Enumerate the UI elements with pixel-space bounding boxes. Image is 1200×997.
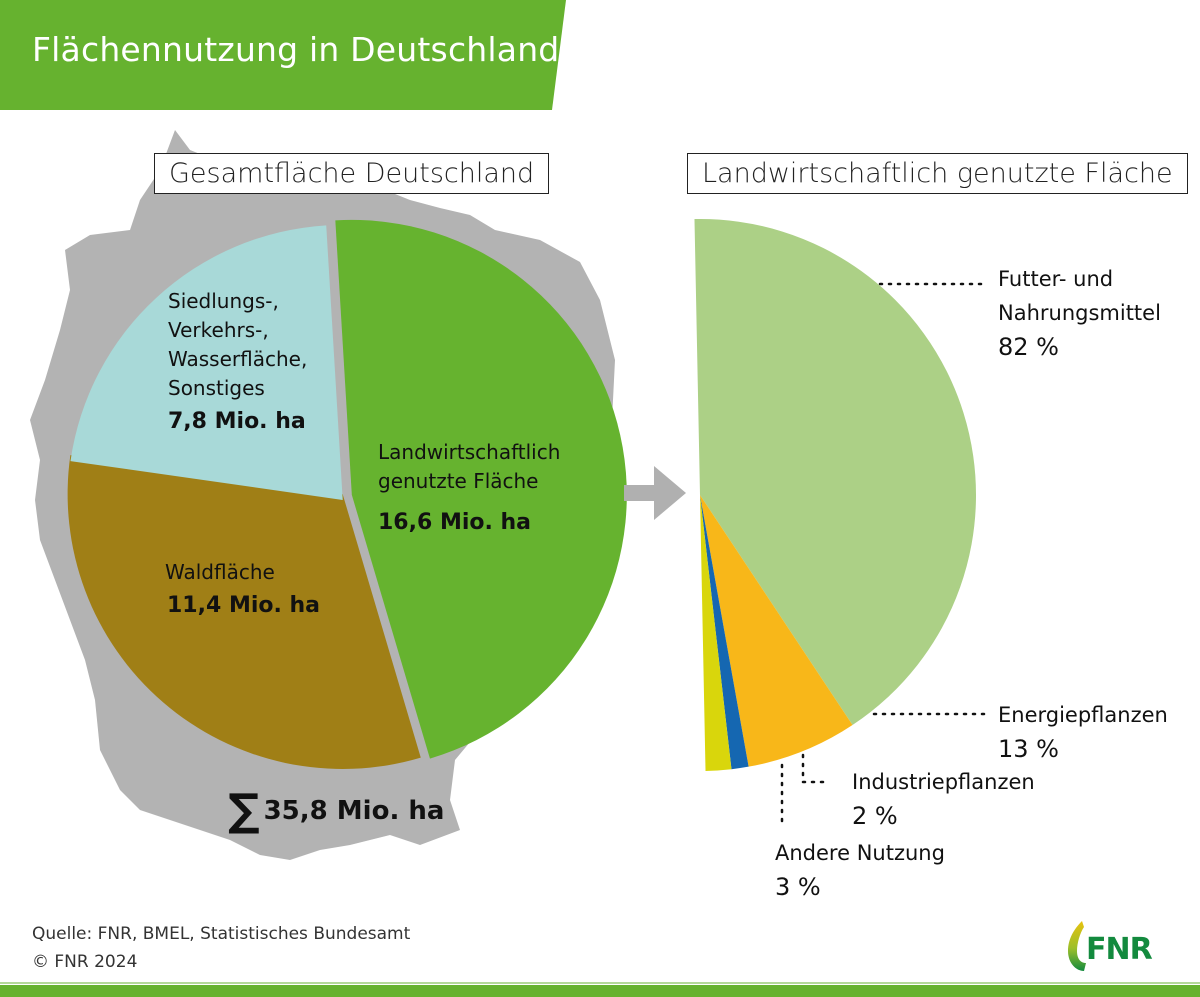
fnr-logo-icon: [1068, 921, 1086, 971]
annotation-energie: Energiepflanzen 13 %: [998, 698, 1168, 766]
slice-label-wald: Waldfläche 11,4 Mio. ha: [165, 558, 320, 620]
source-note: Quelle: FNR, BMEL, Statistisches Bundesa…: [32, 920, 410, 976]
annotation-value: 82 %: [998, 333, 1059, 361]
slice-industriepflanzen: [700, 495, 749, 770]
slice-andere-nutzung: [700, 495, 732, 771]
slice-waldfläche: [67, 455, 421, 769]
arrow-shaft: [624, 485, 660, 501]
pie1-title: Gesamtfläche Deutschland: [154, 153, 550, 194]
label-line: Siedlungs-,: [168, 289, 279, 313]
annotation-value: 2 %: [852, 802, 898, 830]
source-text: Quelle: FNR, BMEL, Statistisches Bundesa…: [32, 924, 411, 944]
pie-gesamtflaeche: [67, 219, 627, 769]
copyright-text: © FNR 2024: [32, 952, 138, 972]
label-line: Landwirtschaftlich: [378, 440, 561, 464]
label-line: Wasserfläche,: [168, 347, 308, 371]
slice-label-siedlung: Siedlungs-, Verkehrs-, Wasserfläche, Son…: [168, 287, 307, 436]
slice-value-wald: 11,4 Mio. ha: [167, 593, 321, 618]
logo-text: FNR: [1086, 932, 1153, 967]
leader-lines: [780, 282, 992, 827]
pie2-title: Landwirtschaftlich genutzte Fläche: [687, 153, 1188, 194]
slice-energiepflanzen: [700, 495, 853, 767]
label-line: genutzte Fläche: [378, 469, 539, 493]
total-value: 35,8 Mio. ha: [263, 795, 445, 826]
label-line: Industriepflanzen: [852, 770, 1035, 794]
title-banner: [0, 0, 566, 110]
footer-bar: [0, 985, 1200, 997]
page-title: Flächennutzung in Deutschland: [32, 30, 560, 69]
label-line: Nahrungsmittel: [998, 301, 1161, 325]
slice-siedlungs-verkehrs-wasserfläche-sonstiges: [70, 225, 343, 500]
label-line: Futter- und: [998, 267, 1114, 291]
annotation-futter: Futter- und Nahrungsmittel 82 %: [998, 262, 1161, 364]
label-line: Energiepflanzen: [998, 703, 1168, 727]
arrow-icon: [624, 466, 686, 520]
total-sum: ∑ 35,8 Mio. ha: [228, 785, 444, 836]
annotation-value: 3 %: [775, 873, 821, 901]
arrow-head: [654, 466, 686, 520]
leader-industrie: [801, 753, 832, 784]
annotation-andere: Andere Nutzung 3 %: [775, 836, 945, 904]
label-line: Andere Nutzung: [775, 841, 945, 865]
slice-label-landwirtschaft: Landwirtschaftlich genutzte Fläche 16,6 …: [378, 438, 560, 537]
label-line: Waldfläche: [165, 560, 275, 584]
slice-value-landwirtschaft: 16,6 Mio. ha: [378, 510, 532, 535]
sum-icon: ∑: [228, 785, 260, 836]
footer-divider: [0, 982, 1200, 984]
slice-landwirtschaftlich-genutzte-fläche: [335, 219, 627, 759]
label-line: Verkehrs-,: [168, 318, 269, 342]
annotation-value: 13 %: [998, 735, 1059, 763]
slice-futter-und-nahrungsmittel: [694, 218, 976, 726]
annotation-industrie: Industriepflanzen 2 %: [852, 765, 1035, 833]
logo-swoosh: [1068, 921, 1086, 971]
pie-landwirtschaft: [694, 218, 976, 771]
label-line: Sonstiges: [168, 376, 265, 400]
slice-value-siedlung: 7,8 Mio. ha: [168, 409, 306, 434]
